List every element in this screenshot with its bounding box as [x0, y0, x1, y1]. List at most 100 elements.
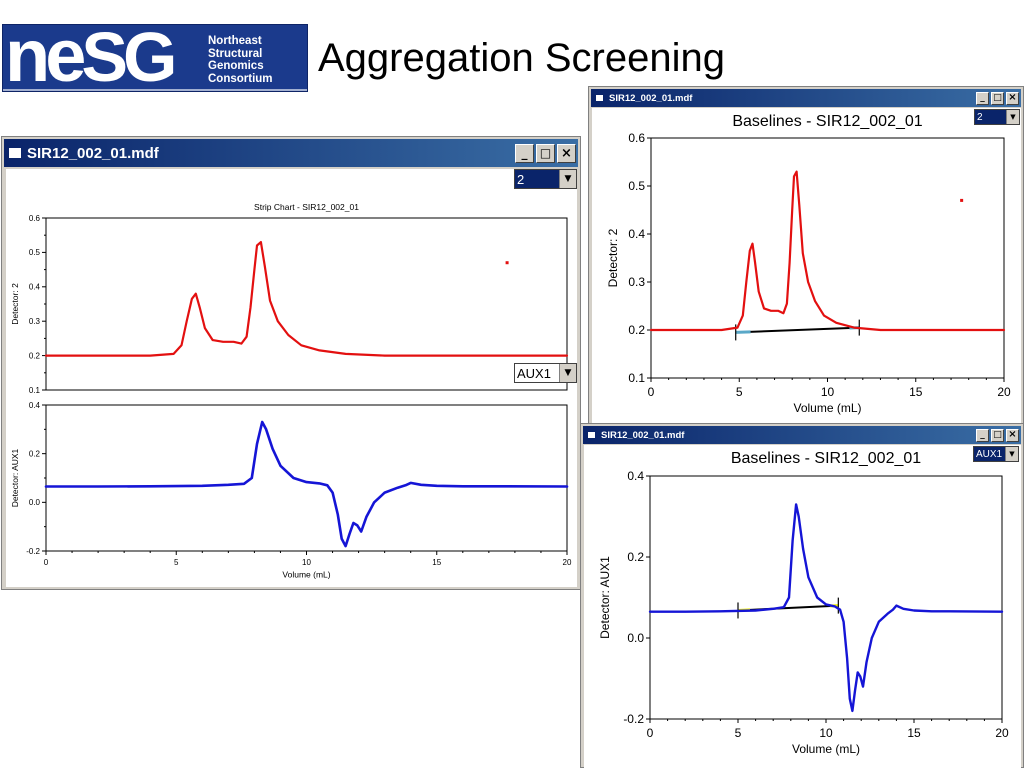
logo-line: Northeast [208, 35, 273, 48]
y-tick-label: 0.4 [628, 227, 645, 241]
chevron-down-icon[interactable]: ▼ [1005, 447, 1018, 461]
detector-select-value: 2 [975, 110, 1006, 124]
chevron-down-icon[interactable]: ▼ [559, 170, 576, 188]
logo-line: Structural [208, 48, 273, 61]
y-tick-label: 0.6 [29, 214, 41, 223]
series-line [46, 422, 567, 546]
maximize-button[interactable]: □ [991, 92, 1004, 105]
x-tick-label: 0 [44, 558, 49, 567]
chart-title: Baselines - SIR12_002_01 [731, 450, 921, 467]
y-tick-label: 0.4 [29, 283, 41, 292]
x-tick-label: 10 [821, 385, 835, 399]
window-title: SIR12_002_01.mdf [609, 93, 976, 104]
page-title: Aggregation Screening [318, 36, 725, 81]
maximize-button[interactable]: □ [991, 429, 1004, 442]
baselines-window-aux1[interactable]: SIR12_002_01.mdf _ □ × -0.2 0.0 0.2 0.4 0 5 10… [580, 423, 1024, 768]
y-tick-label: 0.5 [29, 248, 41, 257]
title-bar[interactable]: SIR12_002_01.mdf _ □ × [4, 139, 578, 167]
app-icon [595, 94, 604, 102]
x-tick-label: 5 [736, 385, 743, 399]
aux-select[interactable]: AUX1 ▼ [973, 446, 1019, 462]
y-tick-label: 0.5 [628, 179, 645, 193]
aux-select-value: AUX1 [515, 364, 559, 382]
x-tick-label: 20 [995, 726, 1009, 740]
y-tick-label: 0.3 [29, 317, 41, 326]
aux-select-value: AUX1 [974, 447, 1005, 461]
y-axis-label: Detector: AUX1 [10, 448, 20, 507]
series-line [650, 504, 1002, 711]
y-tick-label: 0.0 [29, 498, 41, 507]
baselines-plot-aux1: -0.2 0.0 0.2 0.4 0 5 10 15 20 Baselines - SIR12_0… [584, 445, 1021, 769]
y-tick-label: 0.4 [627, 469, 644, 483]
logo-line: Consortium [208, 73, 273, 86]
x-tick-label: 20 [563, 558, 572, 567]
x-tick-label: 0 [647, 726, 654, 740]
outlier-point [960, 199, 963, 202]
y-axis-label: Detector: 2 [606, 228, 620, 287]
app-icon [587, 431, 596, 439]
x-axis-label: Volume (mL) [792, 742, 860, 756]
series-line [46, 242, 567, 356]
chart-title: Baselines - SIR12_002_01 [732, 113, 922, 130]
minimize-button[interactable]: _ [976, 92, 989, 105]
window-title: SIR12_002_01.mdf [27, 145, 515, 162]
chevron-down-icon[interactable]: ▼ [1006, 110, 1019, 124]
x-tick-label: 10 [819, 726, 833, 740]
close-button[interactable]: × [557, 144, 576, 163]
y-tick-label: -0.2 [623, 712, 644, 726]
logo-text: Northeast Structural Genomics Consortium [208, 35, 273, 85]
plot-area: 0.1 0.2 0.3 0.4 0.5 0.6 Strip Chart - SIR12_00… [6, 169, 577, 587]
close-button[interactable]: × [1006, 92, 1019, 105]
logo-rule [3, 89, 307, 91]
plot-frame [651, 138, 1004, 378]
plot-frame [46, 405, 567, 551]
maximize-button[interactable]: □ [536, 144, 555, 163]
detector-select[interactable]: 2 ▼ [974, 109, 1020, 125]
detector-select[interactable]: 2 ▼ [514, 169, 577, 189]
y-tick-label: 0.2 [29, 449, 41, 458]
x-axis-label: Volume (mL) [282, 570, 330, 580]
title-bar[interactable]: SIR12_002_01.mdf _ □ × [591, 89, 1021, 107]
chart-title: Strip Chart - SIR12_002_01 [254, 202, 359, 212]
y-tick-label: -0.2 [26, 547, 40, 556]
x-tick-label: 15 [907, 726, 921, 740]
y-tick-label: 0.2 [627, 550, 644, 564]
detector-select-value: 2 [515, 170, 559, 188]
y-tick-label: 0.2 [628, 323, 645, 337]
baseline-segment [736, 328, 860, 333]
x-tick-label: 20 [997, 385, 1011, 399]
minimize-button[interactable]: _ [976, 429, 989, 442]
nesg-logo: neSG Northeast Structural Genomics Conso… [2, 24, 308, 92]
y-tick-label: 0.2 [29, 351, 41, 360]
x-axis-label: Volume (mL) [793, 401, 861, 415]
aux-select[interactable]: AUX1 ▼ [514, 363, 577, 383]
logo-letters: neSG [5, 24, 173, 92]
series-line [651, 172, 1004, 330]
chevron-down-icon[interactable]: ▼ [559, 364, 576, 382]
y-axis-label: Detector: 2 [10, 283, 20, 325]
strip-chart-plot: 0.1 0.2 0.3 0.4 0.5 0.6 Strip Chart - SIR12_00… [6, 169, 577, 587]
y-tick-label: 0.4 [29, 401, 41, 410]
y-tick-label: 0.1 [29, 386, 41, 395]
app-icon [8, 147, 22, 159]
x-tick-label: 0 [648, 385, 655, 399]
plot-area: -0.2 0.0 0.2 0.4 0 5 10 15 20 Baselines - SIR12_0… [584, 445, 1021, 769]
window-title: SIR12_002_01.mdf [601, 430, 976, 441]
minimize-button[interactable]: _ [515, 144, 534, 163]
x-tick-label: 15 [432, 558, 441, 567]
x-tick-label: 5 [735, 726, 742, 740]
y-tick-label: 0.6 [628, 131, 645, 145]
y-tick-label: 0.0 [627, 631, 644, 645]
x-tick-label: 5 [174, 558, 179, 567]
close-button[interactable]: × [1006, 429, 1019, 442]
y-tick-label: 0.3 [628, 275, 645, 289]
outlier-point [506, 261, 509, 264]
y-axis-label: Detector: AUX1 [598, 556, 612, 639]
plot-frame [650, 476, 1002, 719]
baseline-edge-start [736, 332, 751, 333]
x-tick-label: 15 [909, 385, 923, 399]
title-bar[interactable]: SIR12_002_01.mdf _ □ × [583, 426, 1021, 444]
